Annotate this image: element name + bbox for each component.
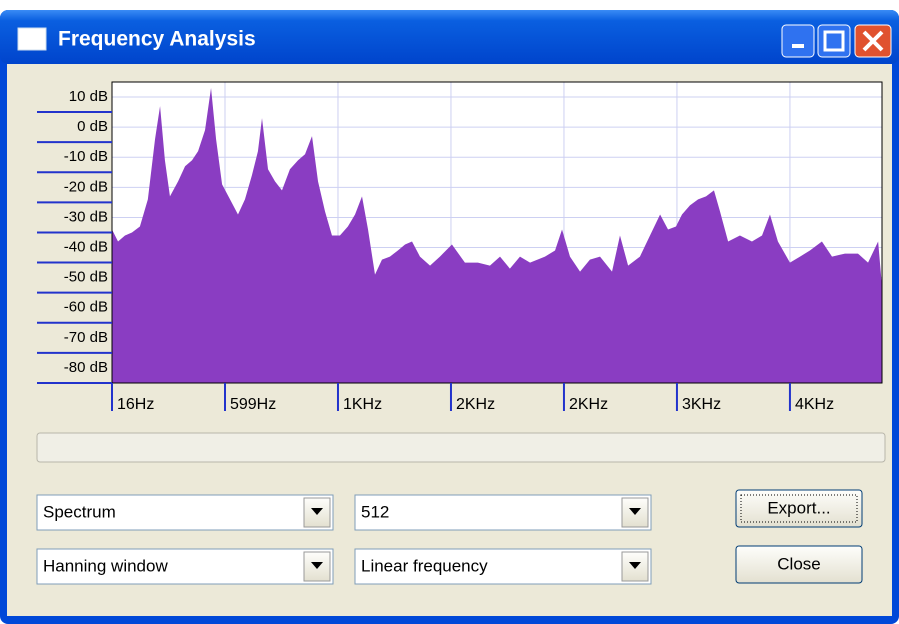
y-tick-label: -30 dB bbox=[64, 208, 108, 225]
combo-algorithm[interactable]: Spectrum bbox=[36, 494, 334, 531]
y-tick-label: -70 dB bbox=[64, 329, 108, 346]
minimize-button[interactable] bbox=[781, 24, 815, 58]
progress-bar bbox=[36, 432, 886, 463]
combo-text: 512 bbox=[361, 502, 389, 521]
y-tick-label: 10 dB bbox=[69, 88, 108, 105]
y-tick-label: -10 dB bbox=[64, 148, 108, 165]
maximize-button[interactable] bbox=[817, 24, 851, 58]
y-tick-label: -80 dB bbox=[64, 359, 108, 376]
button-label: Close bbox=[777, 554, 820, 573]
spectrum-area bbox=[112, 88, 882, 384]
y-tick-label: 0 dB bbox=[77, 118, 108, 135]
combo-box[interactable] bbox=[354, 548, 652, 585]
focus-rect bbox=[740, 494, 858, 523]
combo-box[interactable] bbox=[36, 548, 334, 585]
x-tick-label: 2KHz bbox=[569, 396, 608, 413]
plot bbox=[111, 81, 883, 384]
arrow-icon bbox=[311, 562, 323, 569]
combo-text: Hanning window bbox=[43, 556, 168, 575]
title-bar bbox=[0, 10, 899, 64]
window-title: Frequency Analysis bbox=[58, 28, 256, 51]
x-tick-label: 4KHz bbox=[795, 396, 834, 413]
x-tick-label: 2KHz bbox=[456, 396, 495, 413]
button-label: Export... bbox=[767, 498, 830, 517]
combo-size[interactable]: 512 bbox=[354, 494, 652, 531]
combo-box[interactable] bbox=[354, 494, 652, 531]
close-button[interactable] bbox=[735, 545, 863, 584]
combo-window[interactable]: Hanning window bbox=[36, 548, 334, 585]
x-tick-label: 16Hz bbox=[117, 396, 154, 413]
combo-text: Linear frequency bbox=[361, 556, 488, 575]
x-tick-label: 3KHz bbox=[682, 396, 721, 413]
arrow-icon bbox=[629, 562, 641, 569]
x-tick-label: 1KHz bbox=[343, 396, 382, 413]
y-tick-label: -60 dB bbox=[64, 299, 108, 316]
window-icon bbox=[17, 27, 47, 51]
combo-axis[interactable]: Linear frequency bbox=[354, 548, 652, 585]
export-button[interactable] bbox=[735, 489, 863, 528]
combo-box[interactable] bbox=[36, 494, 334, 531]
close-icon bbox=[862, 30, 884, 52]
combo-text: Spectrum bbox=[43, 502, 116, 521]
arrow-icon bbox=[629, 508, 641, 515]
minimize-icon bbox=[792, 44, 804, 48]
y-tick-label: -20 dB bbox=[64, 178, 108, 195]
y-tick-label: -50 dB bbox=[64, 269, 108, 286]
x-tick-label: 599Hz bbox=[230, 396, 276, 413]
maximize-icon bbox=[823, 30, 845, 52]
y-tick-label: -40 dB bbox=[64, 239, 108, 256]
arrow-icon bbox=[311, 508, 323, 515]
